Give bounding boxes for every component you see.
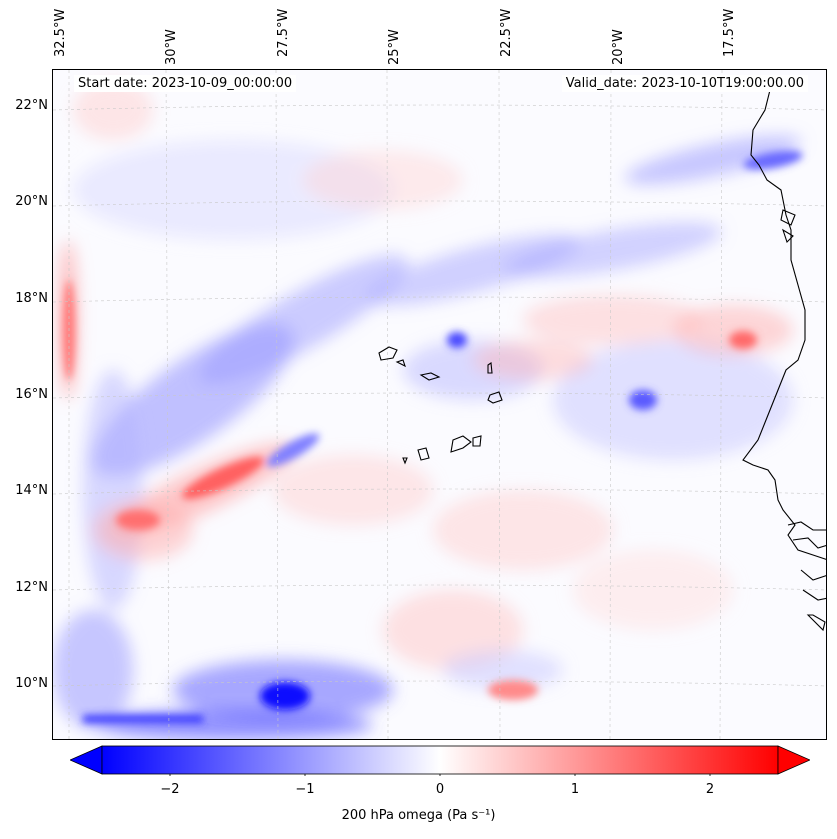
longitude-label: 22.5°W	[499, 8, 514, 57]
latitude-label: 14°N	[15, 483, 48, 498]
longitude-label: 20°W	[611, 29, 626, 65]
colorbar-tick: 0	[435, 782, 445, 797]
latitude-label: 22°N	[15, 98, 48, 113]
omega-field-extremes	[63, 150, 803, 723]
colorbar-gradient	[101, 745, 779, 775]
colorbar-tick: −2	[160, 782, 180, 797]
latitude-label: 18°N	[15, 291, 48, 306]
omega-field-map	[52, 69, 827, 740]
colorbar-max-extend	[777, 745, 810, 775]
colorbar-label: 200 hPa omega (Pa s⁻¹)	[341, 808, 496, 823]
valid-date-label: Valid_date: 2023-10-10T19:00:00.00	[561, 75, 808, 92]
longitude-label: 32.5°W	[53, 8, 68, 57]
latitude-label: 12°N	[15, 580, 48, 595]
cape-verde-islands	[378, 346, 503, 465]
colorbar	[70, 745, 810, 776]
colorbar-tick: −1	[295, 782, 315, 797]
graticule	[53, 70, 826, 739]
latitude-label: 20°N	[15, 194, 48, 209]
longitude-label: 17.5°W	[722, 8, 737, 57]
omega-field-shading	[53, 80, 802, 739]
start-date-label: Start date: 2023-10-09_00:00:00	[74, 75, 297, 92]
coastline	[742, 89, 826, 632]
colorbar-tick: 2	[705, 782, 715, 797]
colorbar-min-extend	[70, 745, 103, 775]
longitude-label: 27.5°W	[276, 8, 291, 57]
longitude-label: 25°W	[387, 29, 402, 65]
latitude-label: 16°N	[15, 387, 48, 402]
omega-field-svg	[53, 70, 826, 739]
colorbar-tick: 1	[570, 782, 580, 797]
latitude-label: 10°N	[15, 676, 48, 691]
longitude-label: 30°W	[164, 29, 179, 65]
